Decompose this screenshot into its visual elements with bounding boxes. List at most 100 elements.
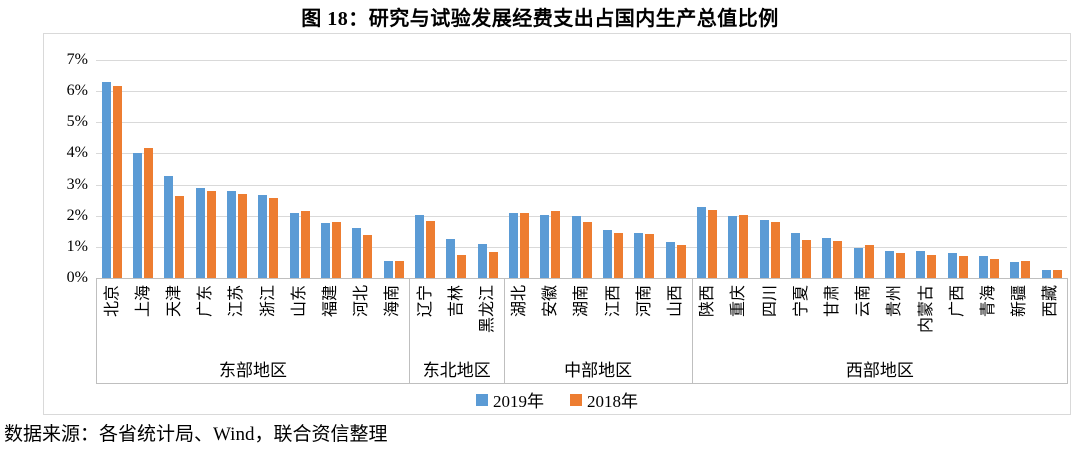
legend-item-2019: 2019年 bbox=[476, 387, 544, 412]
bar-slot bbox=[785, 60, 816, 278]
province-label: 北京 bbox=[103, 285, 121, 318]
bar-slot bbox=[911, 60, 942, 278]
bar-2019年 bbox=[320, 222, 330, 278]
province-label: 宁夏 bbox=[792, 285, 810, 318]
province-label: 广西 bbox=[948, 285, 966, 318]
bar-slot bbox=[879, 60, 910, 278]
province-label: 西藏 bbox=[1042, 285, 1060, 318]
bar-2018年 bbox=[488, 251, 498, 278]
chart-title: 图 18：研究与试验发展经费支出占国内生产总值比例 bbox=[301, 8, 779, 30]
region-label: 东部地区 bbox=[218, 361, 287, 380]
bar-2019年 bbox=[352, 227, 362, 278]
bar-2018年 bbox=[1052, 270, 1062, 278]
bar-2019年 bbox=[822, 238, 832, 278]
bar-2019年 bbox=[853, 248, 863, 278]
province-label: 黑龙江 bbox=[478, 285, 496, 334]
bar-slot bbox=[691, 60, 722, 278]
bar-2018年 bbox=[425, 221, 435, 278]
bar-slot bbox=[660, 60, 691, 278]
bar-2019年 bbox=[728, 216, 738, 278]
bar-2018年 bbox=[331, 221, 341, 278]
province-label: 新疆 bbox=[1011, 285, 1029, 318]
bar-slot bbox=[284, 60, 315, 278]
bar-2019年 bbox=[602, 229, 612, 278]
y-tick-label: 6% bbox=[66, 82, 88, 100]
legend-swatch-2018-icon bbox=[570, 393, 582, 406]
bar-2018年 bbox=[707, 210, 717, 278]
legend-label-2018: 2018年 bbox=[587, 392, 638, 411]
bars-layer bbox=[96, 60, 1067, 278]
province-label: 陕西 bbox=[699, 285, 717, 318]
bar-2019年 bbox=[884, 251, 894, 278]
bar-2018年 bbox=[613, 233, 623, 278]
bar-slot bbox=[566, 60, 597, 278]
bar-2019年 bbox=[540, 214, 550, 278]
bar-slot bbox=[315, 60, 346, 278]
bar-slot bbox=[409, 60, 440, 278]
bar-slot bbox=[754, 60, 785, 278]
bar-2019年 bbox=[195, 188, 205, 278]
province-label: 内蒙古 bbox=[917, 285, 935, 334]
bar-2019年 bbox=[164, 175, 174, 278]
bar-slot bbox=[973, 60, 1004, 278]
y-tick-label: 1% bbox=[66, 237, 88, 255]
bar-2018年 bbox=[676, 245, 686, 278]
bar-2019年 bbox=[132, 153, 142, 278]
legend-swatch-2019-icon bbox=[476, 393, 488, 406]
bar-2019年 bbox=[226, 191, 236, 278]
bar-2018年 bbox=[833, 240, 843, 278]
bar-2019年 bbox=[477, 244, 487, 278]
bar-2018年 bbox=[300, 211, 310, 278]
province-label: 上海 bbox=[134, 285, 152, 318]
bar-slot bbox=[253, 60, 284, 278]
y-tick-label: 7% bbox=[66, 51, 88, 68]
bar-2019年 bbox=[414, 214, 424, 278]
bar-slot bbox=[441, 60, 472, 278]
province-label: 安徽 bbox=[542, 285, 560, 318]
legend-item-2018: 2018年 bbox=[570, 387, 638, 412]
bar-slot bbox=[629, 60, 660, 278]
bar-2019年 bbox=[696, 207, 706, 278]
bar-2018年 bbox=[206, 191, 216, 278]
province-label: 重庆 bbox=[730, 285, 748, 318]
province-label: 河北 bbox=[353, 285, 371, 318]
legend-label-2019: 2019年 bbox=[493, 392, 544, 411]
bar-2018年 bbox=[582, 221, 592, 278]
province-label: 山东 bbox=[290, 285, 308, 318]
region-label: 中部地区 bbox=[564, 361, 633, 380]
gridline bbox=[96, 185, 1067, 186]
y-tick-label: 2% bbox=[66, 206, 88, 224]
bar-2018年 bbox=[519, 212, 529, 278]
province-label: 青海 bbox=[979, 285, 997, 318]
bar-2019年 bbox=[383, 260, 393, 278]
bar-2018年 bbox=[551, 210, 561, 278]
province-label: 湖北 bbox=[511, 285, 529, 318]
bar-slot bbox=[942, 60, 973, 278]
bar-2019年 bbox=[1041, 269, 1051, 278]
bar-2019年 bbox=[446, 238, 456, 278]
province-label: 天津 bbox=[165, 285, 183, 318]
province-label: 吉林 bbox=[447, 285, 465, 318]
region-group: 北京 上海 天津 广东 江苏 浙江 山东 福建 河北 海南 东部地区 bbox=[97, 279, 410, 383]
bar-slot bbox=[378, 60, 409, 278]
province-label: 甘肃 bbox=[824, 285, 842, 318]
bar-slot bbox=[221, 60, 252, 278]
bar-2019年 bbox=[258, 194, 268, 278]
bar-slot bbox=[597, 60, 628, 278]
bar-slot bbox=[1036, 60, 1067, 278]
province-label: 广东 bbox=[197, 285, 215, 318]
bar-2018年 bbox=[1021, 260, 1031, 278]
bar-2018年 bbox=[237, 193, 247, 278]
bar-2019年 bbox=[289, 212, 299, 278]
gridline bbox=[96, 122, 1067, 123]
province-label: 云南 bbox=[855, 285, 873, 318]
region-group: 湖北 安徽 湖南 江西 河南 山西 中部地区 bbox=[505, 279, 693, 383]
province-label: 海南 bbox=[384, 285, 402, 318]
region-group: 辽宁 吉林 黑龙江 东北地区 bbox=[410, 279, 505, 383]
region-label: 西部地区 bbox=[845, 361, 914, 380]
bar-slot bbox=[190, 60, 221, 278]
bar-slot bbox=[503, 60, 534, 278]
bar-2018年 bbox=[143, 148, 153, 278]
bar-2018年 bbox=[739, 215, 749, 278]
